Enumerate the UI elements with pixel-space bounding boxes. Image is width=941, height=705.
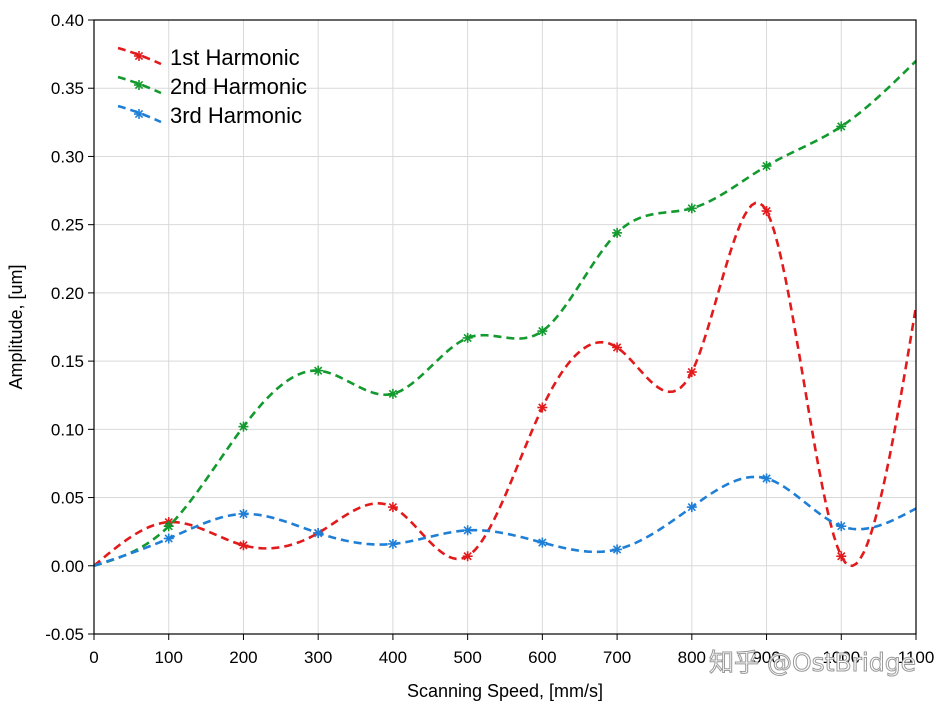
data-point <box>238 508 249 519</box>
y-tick-label: 0.40 <box>51 11 84 30</box>
axis-ticks: 0 100 200 300 400 500 600 700 800 900 1000 1100 -0.0… <box>45 11 934 667</box>
y-tick-label: 0.30 <box>51 147 84 166</box>
y-tick-label: 0.10 <box>51 420 84 439</box>
x-tick-label: 200 <box>229 648 257 667</box>
data-point <box>387 388 398 399</box>
series-line-1 <box>93 201 918 568</box>
y-tick-label: 0.15 <box>51 352 84 371</box>
x-tick-label: 400 <box>379 648 407 667</box>
data-point <box>313 365 324 376</box>
x-tick-label: 800 <box>678 648 706 667</box>
data-point <box>462 525 473 536</box>
data-point <box>387 538 398 549</box>
x-tick-label: 500 <box>453 648 481 667</box>
x-tick-label: 1000 <box>822 648 860 667</box>
y-tick-label: 0.25 <box>51 216 84 235</box>
x-tick-label: 300 <box>304 648 332 667</box>
data-point <box>238 421 249 432</box>
data-point <box>836 551 847 562</box>
data-point <box>612 342 623 353</box>
data-point <box>686 203 697 214</box>
legend-marker <box>134 51 144 61</box>
legend-marker <box>134 109 144 119</box>
data-point <box>387 502 398 513</box>
y-tick-label: -0.05 <box>45 625 84 644</box>
x-tick-label: 900 <box>752 648 780 667</box>
legend-swatch-1 <box>117 46 162 66</box>
data-point <box>836 521 847 532</box>
data-point <box>686 502 697 513</box>
data-point <box>686 367 697 378</box>
data-point <box>537 326 548 337</box>
y-tick-label: 0.35 <box>51 79 84 98</box>
legend-swatch-2 <box>117 75 162 95</box>
legend-label-1: 1st Harmonic <box>170 45 300 70</box>
x-tick-label: 100 <box>155 648 183 667</box>
y-axis-title: Amplitude, [um] <box>6 264 26 389</box>
data-point <box>761 473 772 484</box>
legend-swatch-3 <box>117 104 162 124</box>
data-point <box>163 533 174 544</box>
data-point <box>462 551 473 562</box>
data-point <box>537 537 548 548</box>
y-tick-label: 0.05 <box>51 489 84 508</box>
plot-frame <box>93 19 917 635</box>
series-line-3 <box>93 475 917 568</box>
data-point <box>537 402 548 413</box>
x-tick-label: 700 <box>603 648 631 667</box>
series-layer <box>93 60 918 568</box>
data-point <box>836 121 847 132</box>
x-tick-label: 0 <box>89 648 98 667</box>
data-point <box>612 544 623 555</box>
x-tick-label: 1100 <box>898 648 935 667</box>
legend-label-3: 3rd Harmonic <box>170 103 302 128</box>
series-line-2 <box>93 60 917 568</box>
x-axis-title: Scanning Speed, [mm/s] <box>407 681 603 701</box>
legend-marker <box>134 80 144 90</box>
watermark: 知乎 @OstBridge <box>709 648 916 677</box>
legend-label-2: 2nd Harmonic <box>170 74 307 99</box>
data-point <box>313 528 324 539</box>
data-point <box>163 521 174 532</box>
data-point <box>238 540 249 551</box>
data-point <box>761 160 772 171</box>
data-point <box>462 332 473 343</box>
data-point <box>761 206 772 217</box>
x-tick-label: 600 <box>528 648 556 667</box>
legend: 1st Harmonic 2nd Harmonic 3rd Harmonic <box>117 45 307 128</box>
data-point <box>612 227 623 238</box>
y-tick-label: 0.20 <box>51 284 84 303</box>
y-tick-label: 0.00 <box>51 557 84 576</box>
